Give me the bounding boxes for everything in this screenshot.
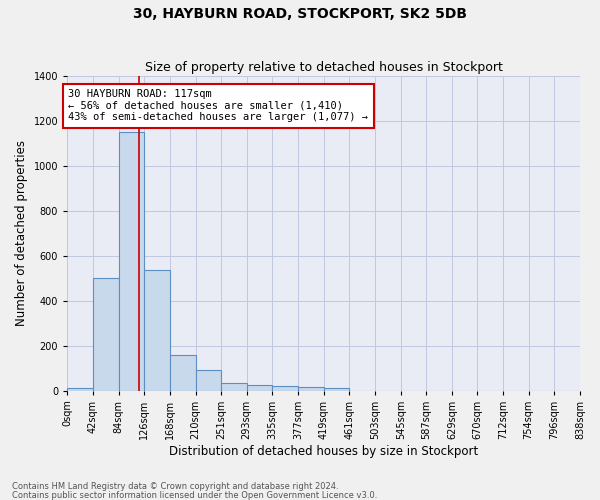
Title: Size of property relative to detached houses in Stockport: Size of property relative to detached ho… xyxy=(145,62,503,74)
Bar xyxy=(196,370,221,390)
Bar xyxy=(221,382,247,390)
Bar xyxy=(272,386,298,390)
Text: Contains HM Land Registry data © Crown copyright and database right 2024.: Contains HM Land Registry data © Crown c… xyxy=(12,482,338,491)
Text: 30, HAYBURN ROAD, STOCKPORT, SK2 5DB: 30, HAYBURN ROAD, STOCKPORT, SK2 5DB xyxy=(133,8,467,22)
Y-axis label: Number of detached properties: Number of detached properties xyxy=(15,140,28,326)
Bar xyxy=(323,388,349,390)
Bar xyxy=(93,278,119,390)
Text: 30 HAYBURN ROAD: 117sqm
← 56% of detached houses are smaller (1,410)
43% of semi: 30 HAYBURN ROAD: 117sqm ← 56% of detache… xyxy=(68,89,368,122)
Bar xyxy=(119,132,145,390)
Bar xyxy=(145,270,170,390)
X-axis label: Distribution of detached houses by size in Stockport: Distribution of detached houses by size … xyxy=(169,444,478,458)
Bar xyxy=(67,388,93,390)
Bar xyxy=(170,354,196,390)
Bar xyxy=(247,385,272,390)
Text: Contains public sector information licensed under the Open Government Licence v3: Contains public sector information licen… xyxy=(12,490,377,500)
Bar xyxy=(298,387,323,390)
